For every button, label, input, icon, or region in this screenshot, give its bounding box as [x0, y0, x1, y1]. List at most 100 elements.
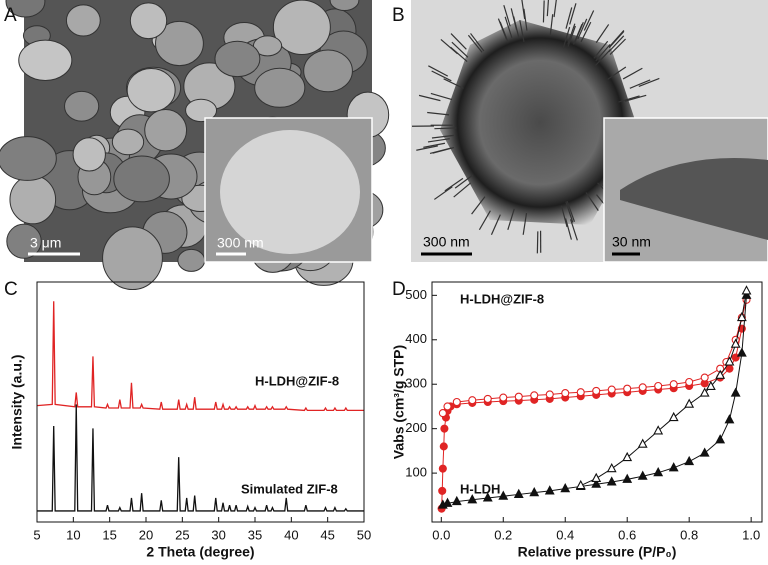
- x-tick-label: 1.0: [742, 527, 760, 542]
- tem-flake: [454, 174, 474, 189]
- x-tick-label: 0.8: [680, 527, 698, 542]
- data-point: [700, 373, 709, 382]
- data-point: [452, 397, 461, 407]
- tem-flake: [443, 78, 464, 89]
- tem-flake: [434, 127, 457, 130]
- tem-flake: [433, 186, 453, 200]
- data-point: [529, 486, 540, 497]
- y-tick-label: 300: [405, 376, 427, 391]
- sem-particle: [155, 20, 204, 67]
- tem-flake: [546, 0, 550, 17]
- tem-flake: [429, 147, 452, 155]
- data-point: [730, 338, 741, 348]
- sem-particle: [102, 226, 163, 291]
- tem-flake: [523, 8, 528, 31]
- tem-flake: [638, 77, 660, 87]
- sem-inset-particle: [220, 130, 360, 254]
- data-point: [438, 409, 447, 418]
- tem-flake: [470, 33, 485, 52]
- tem-flake: [423, 142, 446, 148]
- data-point: [699, 447, 710, 457]
- sem-particle: [329, 0, 360, 12]
- data-point: [544, 485, 555, 495]
- panel-label: B: [392, 5, 405, 26]
- data-point: [591, 478, 602, 488]
- data-point: [483, 394, 492, 403]
- data-point: [705, 380, 716, 390]
- sem-particle: [185, 98, 218, 123]
- tem-flake: [453, 182, 471, 198]
- tem-flake: [595, 43, 611, 62]
- x-tick-label: 0.6: [618, 527, 636, 542]
- plot-frame: [431, 281, 763, 523]
- tem-flake: [618, 95, 640, 103]
- data-point: [575, 479, 586, 490]
- data-point: [443, 402, 452, 411]
- data-point: [637, 470, 648, 480]
- sem-particle: [177, 248, 206, 272]
- data-point: [668, 462, 679, 472]
- tem-flake: [418, 94, 441, 102]
- data-point: [560, 482, 571, 493]
- data-point: [669, 380, 678, 389]
- scale-bar-label: 30 nm: [612, 234, 651, 250]
- tem-flake: [577, 18, 588, 40]
- sem-particle: [214, 40, 261, 78]
- tem-flake: [431, 134, 454, 139]
- tem-flake: [595, 49, 611, 66]
- sem-particle: [126, 67, 176, 113]
- tem-flake: [570, 219, 578, 241]
- y-tick-label: 400: [405, 331, 427, 346]
- data-point: [724, 356, 735, 366]
- tem-flake: [416, 145, 438, 151]
- tem-flake: [467, 34, 483, 53]
- tem-flake: [430, 92, 453, 101]
- data-point: [607, 385, 616, 394]
- data-point: [440, 424, 449, 433]
- panel-label: D: [392, 279, 406, 300]
- tem-flake: [522, 212, 528, 235]
- data-point: [736, 311, 747, 322]
- data-point: [653, 466, 664, 477]
- series-label: Simulated ZIF-8: [241, 481, 338, 496]
- tem-flake: [565, 218, 572, 240]
- series-line: [36, 301, 364, 412]
- x-tick-label: 0.2: [494, 527, 512, 542]
- sem-particle: [254, 67, 306, 108]
- data-point: [715, 434, 726, 444]
- x-tick-label: 35: [248, 527, 262, 542]
- y-tick-label: 200: [405, 420, 427, 435]
- tem-flake: [427, 138, 450, 143]
- y-axis-label: Intensity (a.u.): [9, 355, 25, 450]
- tem-flake: [583, 10, 595, 31]
- tem-flake: [608, 30, 625, 48]
- tem-flake: [609, 38, 627, 56]
- y-tick-label: 500: [405, 287, 427, 302]
- data-point: [724, 414, 735, 424]
- data-point: [622, 451, 633, 462]
- tem-flake: [574, 21, 584, 43]
- sem-particle: [18, 39, 73, 81]
- tem-flake: [608, 35, 625, 53]
- sem-particle: [72, 137, 106, 172]
- x-tick-label: 50: [357, 527, 371, 542]
- data-point: [438, 464, 447, 473]
- x-tick-label: 5: [33, 527, 40, 542]
- tem-flake: [499, 21, 509, 43]
- sem-particle: [129, 2, 168, 40]
- data-point: [699, 387, 710, 397]
- tem-flake: [565, 201, 574, 223]
- tem-flake: [565, 7, 573, 29]
- scale-bar-label: 3 μm: [30, 235, 61, 251]
- tem-flake: [624, 94, 647, 102]
- data-point: [439, 442, 448, 451]
- tem-flake: [595, 24, 610, 43]
- y-tick-label: 100: [405, 465, 427, 480]
- series-label: H-LDH@ZIF-8: [460, 291, 544, 306]
- data-point: [467, 494, 478, 504]
- data-point: [499, 393, 508, 402]
- data-point: [606, 476, 617, 486]
- x-tick-label: 25: [175, 527, 189, 542]
